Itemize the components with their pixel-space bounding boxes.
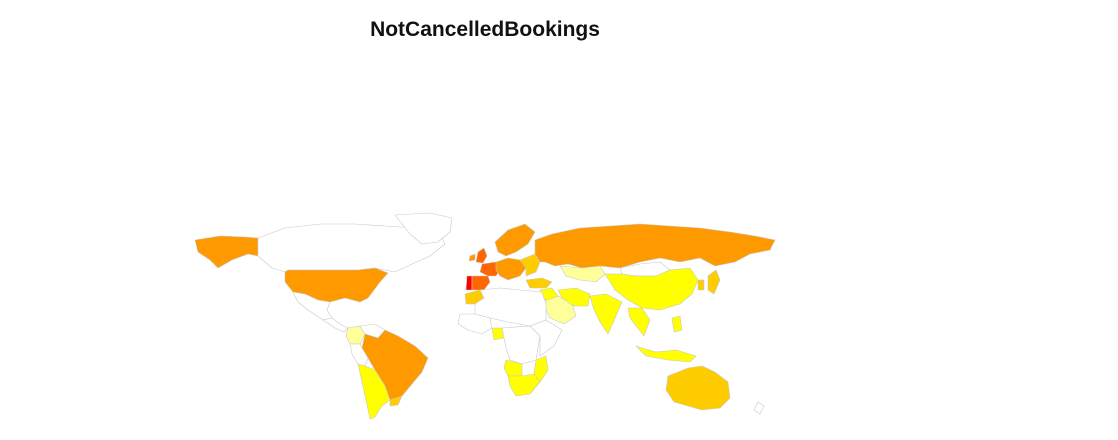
- region-russia: [534, 223, 776, 269]
- region-central-africa: [501, 325, 541, 365]
- region-iran: [557, 287, 591, 307]
- region-brazil: [361, 329, 429, 401]
- region-india: [589, 293, 623, 335]
- region-central-europe: [495, 257, 527, 281]
- region-mozambique: [533, 355, 549, 383]
- region-arabia: [541, 295, 577, 325]
- world-choropleth-map: [194, 212, 776, 420]
- region-turkey: [525, 277, 553, 289]
- region-united-kingdom: [475, 247, 488, 264]
- region-kazakhstan: [559, 265, 606, 283]
- region-philippines: [671, 315, 683, 333]
- region-alaska: [194, 235, 259, 269]
- region-australia: [665, 365, 731, 411]
- region-indonesia: [635, 345, 697, 363]
- region-west-africa: [457, 313, 493, 335]
- region-new-zealand: [753, 401, 765, 415]
- region-greenland: [394, 212, 453, 245]
- region-peru: [349, 343, 369, 367]
- region-south-africa: [507, 373, 541, 397]
- region-southeast-asia: [627, 307, 651, 337]
- region-east-africa: [529, 319, 563, 357]
- region-central-america: [322, 317, 349, 333]
- map-title: NotCancelledBookings: [370, 18, 600, 41]
- region-portugal: [465, 275, 473, 291]
- region-scandinavia: [494, 223, 536, 257]
- region-spain: [471, 275, 491, 291]
- region-korea: [697, 279, 705, 291]
- region-chile-argentina: [357, 363, 391, 420]
- region-canada: [257, 223, 446, 273]
- region-mexico: [292, 291, 333, 321]
- region-ireland: [468, 253, 476, 262]
- region-china: [604, 267, 699, 311]
- region-japan: [707, 269, 721, 295]
- region-uruguay: [389, 395, 403, 407]
